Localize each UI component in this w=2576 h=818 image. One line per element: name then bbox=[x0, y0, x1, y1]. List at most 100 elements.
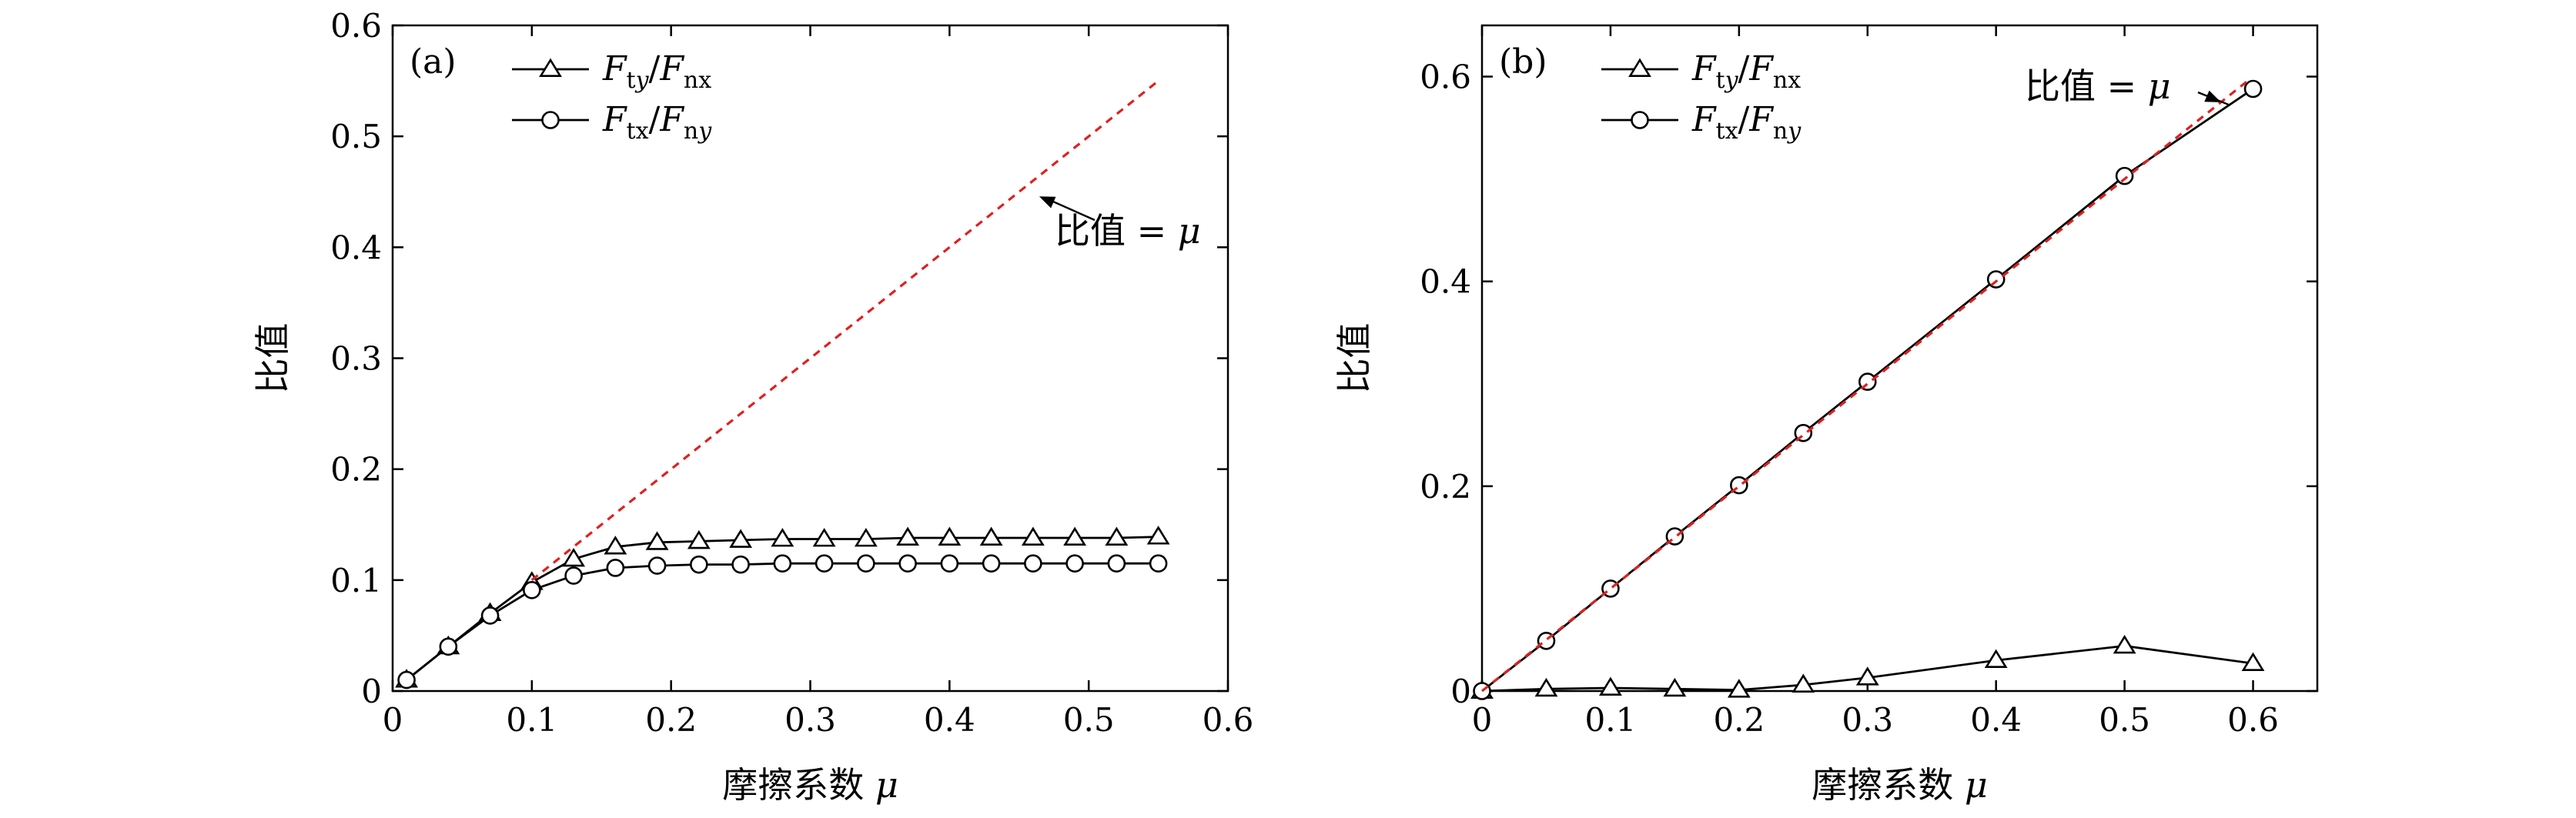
data-point-circle bbox=[898, 554, 917, 573]
plot-frame bbox=[391, 24, 1229, 693]
series-ratio-equals-mu bbox=[1481, 80, 2248, 693]
y-tick-label: 0.2 bbox=[330, 451, 382, 489]
annotation: 比值 = μ bbox=[1039, 196, 1201, 252]
x-tick-label: 0.4 bbox=[924, 701, 975, 739]
data-point-triangle bbox=[896, 526, 920, 546]
panel-tag: (a) bbox=[410, 42, 457, 82]
x-tick-label: 0.5 bbox=[2099, 701, 2150, 739]
data-point-triangle bbox=[2113, 634, 2136, 654]
data-point-circle bbox=[647, 556, 667, 575]
data-point-circle bbox=[2243, 79, 2263, 98]
legend-marker-circle bbox=[541, 111, 560, 129]
data-point-triangle bbox=[812, 527, 836, 547]
annotation-label: 比值 = μ bbox=[2025, 65, 2171, 107]
data-point-triangle bbox=[1063, 526, 1087, 546]
series-ratio-equals-mu bbox=[530, 79, 1159, 582]
x-axis-label: 摩擦系数 μ bbox=[1812, 764, 1988, 806]
legend-label: Fty/Fnx bbox=[1691, 49, 1801, 94]
y-axis-label: 比值 bbox=[252, 323, 293, 394]
data-point-circle bbox=[940, 554, 959, 573]
x-tick-label: 0.6 bbox=[1203, 701, 1254, 739]
y-tick-label: 0.4 bbox=[1420, 263, 1471, 301]
data-point-triangle bbox=[1855, 666, 1879, 686]
x-tick-label: 0 bbox=[1472, 701, 1493, 739]
data-point-triangle bbox=[771, 527, 795, 547]
x-tick-label: 0.5 bbox=[1063, 701, 1115, 739]
data-point-triangle bbox=[979, 526, 1003, 546]
x-tick-label: 0.6 bbox=[2227, 701, 2279, 739]
data-point-circle bbox=[1986, 270, 2006, 289]
y-tick-label: 0.6 bbox=[330, 7, 382, 45]
data-point-triangle bbox=[645, 531, 669, 550]
annotation-arrow-head bbox=[1039, 196, 1056, 209]
data-point-circle bbox=[1024, 554, 1042, 573]
y-tick-label: 0.6 bbox=[1420, 58, 1471, 96]
y-tick-label: 0.5 bbox=[330, 118, 382, 155]
panel-a: 0 0.1 0.2 0.3 0.4 0.5 0.6 0 0.1 0.2 0.3 0.4 0.5 0.6 摩擦… bbox=[252, 7, 1253, 806]
x-tick-label: 0 bbox=[383, 701, 403, 739]
data-point-triangle bbox=[1727, 679, 1751, 698]
y-tick-label: 0.2 bbox=[1420, 468, 1471, 506]
panel-tag: (b) bbox=[1499, 42, 1547, 82]
data-point-circle bbox=[439, 637, 458, 656]
x-tick-label: 0.4 bbox=[1970, 701, 2022, 739]
data-point-circle bbox=[2115, 166, 2134, 185]
data-point-circle bbox=[690, 555, 708, 574]
y-tick-label: 0.1 bbox=[330, 562, 382, 599]
legend-label: Ftx/Fny bbox=[1691, 100, 1802, 145]
data-point-circle bbox=[773, 554, 792, 573]
data-point-circle bbox=[1107, 554, 1126, 573]
x-tick-label: 0.1 bbox=[506, 701, 557, 739]
data-point-circle bbox=[564, 566, 583, 585]
data-point-triangle bbox=[1791, 673, 1815, 693]
series-line-dashed bbox=[530, 79, 1159, 582]
x-tick-label: 0.3 bbox=[1842, 701, 1893, 739]
data-point-triangle bbox=[1146, 526, 1170, 545]
annotation-label: 比值 = μ bbox=[1055, 210, 1201, 252]
data-point-triangle bbox=[854, 527, 878, 547]
series-line bbox=[1481, 88, 2254, 693]
plot-frame bbox=[1480, 24, 2319, 693]
legend-marker-triangle bbox=[1628, 58, 1651, 77]
data-point-triangle bbox=[1105, 526, 1129, 546]
legend-marker-circle bbox=[1631, 111, 1649, 129]
y-axis-label: 比值 bbox=[1333, 323, 1375, 394]
x-tick-label: 0.3 bbox=[785, 701, 836, 739]
data-point-circle bbox=[1149, 554, 1168, 573]
data-point-triangle bbox=[1984, 649, 2008, 669]
data-point-circle bbox=[815, 554, 834, 573]
x-tick-label: 0.2 bbox=[1713, 701, 1765, 739]
y-tick-label: 0 bbox=[361, 673, 382, 710]
data-point-triangle bbox=[562, 547, 586, 567]
data-point-triangle bbox=[687, 529, 711, 549]
data-point-circle bbox=[857, 554, 875, 573]
data-point-circle bbox=[731, 555, 750, 574]
data-point-circle bbox=[606, 559, 625, 577]
x-tick-label: 0.2 bbox=[645, 701, 697, 739]
data-point-triangle bbox=[1599, 676, 1622, 696]
legend: Fty/Fnx Ftx/Fny bbox=[1601, 49, 1802, 145]
series-circle bbox=[1473, 79, 2263, 700]
legend-label: Ftx/Fny bbox=[602, 100, 712, 145]
y-tick-label: 0 bbox=[1450, 673, 1471, 710]
data-point-triangle bbox=[1663, 677, 1687, 697]
data-point-circle bbox=[1066, 554, 1084, 573]
legend-label: Fty/Fnx bbox=[602, 49, 711, 94]
x-tick-label: 0.1 bbox=[1585, 701, 1637, 739]
legend-marker-triangle bbox=[539, 58, 562, 77]
annotation-arrow-head bbox=[2204, 90, 2221, 102]
panel-b: 0 0.1 0.2 0.3 0.4 0.5 0.6 0 0.2 0.4 0.6 摩擦系数 μ 比值 (b)… bbox=[1333, 24, 2319, 806]
series-circle bbox=[397, 554, 1168, 689]
data-point-triangle bbox=[938, 526, 962, 546]
data-point-triangle bbox=[1021, 526, 1045, 546]
data-point-circle bbox=[523, 581, 541, 599]
data-point-triangle bbox=[1534, 677, 1558, 697]
data-point-circle bbox=[480, 606, 500, 625]
series-line bbox=[406, 562, 1159, 681]
series-triangle bbox=[395, 526, 1170, 688]
data-point-circle bbox=[397, 670, 416, 689]
data-point-triangle bbox=[729, 529, 753, 548]
annotation: 比值 = μ bbox=[2025, 65, 2231, 107]
data-point-triangle bbox=[604, 536, 627, 555]
